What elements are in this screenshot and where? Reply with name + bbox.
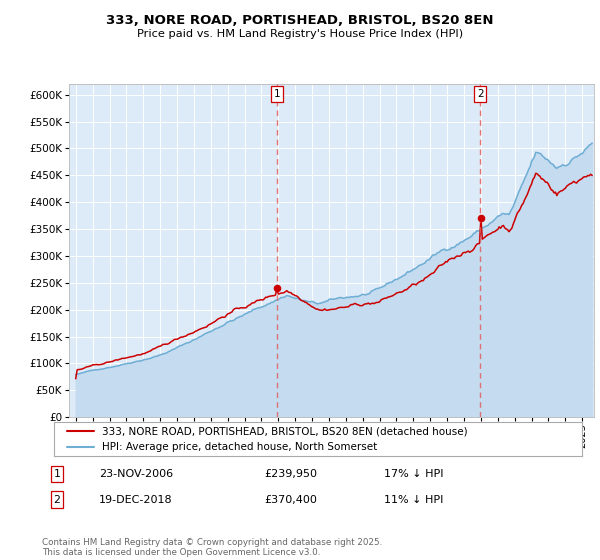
Text: 333, NORE ROAD, PORTISHEAD, BRISTOL, BS20 8EN: 333, NORE ROAD, PORTISHEAD, BRISTOL, BS2… [106,14,494,27]
Point [272,284,282,293]
Text: 2: 2 [477,89,484,99]
Text: 1: 1 [53,469,61,479]
Text: £370,400: £370,400 [264,494,317,505]
Text: 19-DEC-2018: 19-DEC-2018 [99,494,173,505]
Text: 11% ↓ HPI: 11% ↓ HPI [384,494,443,505]
Point [476,214,485,223]
Text: 1: 1 [274,89,280,99]
Text: £239,950: £239,950 [264,469,317,479]
Text: Price paid vs. HM Land Registry's House Price Index (HPI): Price paid vs. HM Land Registry's House … [137,29,463,39]
Text: 2: 2 [53,494,61,505]
Text: HPI: Average price, detached house, North Somerset: HPI: Average price, detached house, Nort… [101,442,377,452]
Text: 333, NORE ROAD, PORTISHEAD, BRISTOL, BS20 8EN (detached house): 333, NORE ROAD, PORTISHEAD, BRISTOL, BS2… [101,426,467,436]
Text: Contains HM Land Registry data © Crown copyright and database right 2025.
This d: Contains HM Land Registry data © Crown c… [42,538,382,557]
Text: 17% ↓ HPI: 17% ↓ HPI [384,469,443,479]
Text: 23-NOV-2006: 23-NOV-2006 [99,469,173,479]
